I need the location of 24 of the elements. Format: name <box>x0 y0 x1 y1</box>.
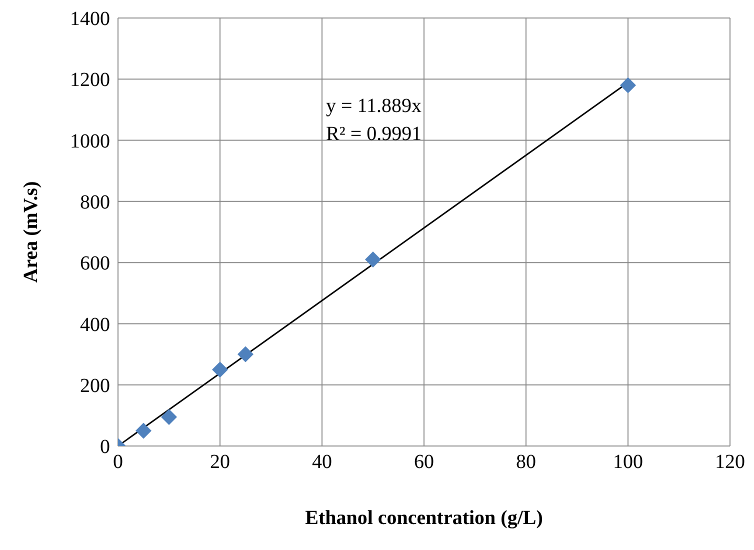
y-tick-label: 0 <box>100 436 110 458</box>
point <box>620 77 636 94</box>
point <box>212 362 228 378</box>
y-tick-label: 400 <box>80 314 110 336</box>
x-tick-label: 40 <box>312 451 332 474</box>
x-tick-label: 100 <box>613 451 643 474</box>
annotation: R² = 0.9991 <box>326 123 422 145</box>
y-tick-label: 200 <box>80 374 110 397</box>
x-tick-label: 20 <box>210 451 230 474</box>
y-tick-label: 1200 <box>70 69 110 92</box>
y-tick-label: 600 <box>80 252 110 275</box>
point <box>161 408 177 425</box>
point <box>238 346 254 362</box>
x-axis-title: Ethanol concentration (g/L) <box>305 507 543 529</box>
y-axis-title: Area (mV.s) <box>20 181 42 283</box>
point <box>365 252 381 268</box>
annotation: y = 11.889x <box>326 95 422 117</box>
x-tick-label: 80 <box>516 451 536 474</box>
point <box>136 422 152 439</box>
y-tick-label: 800 <box>80 192 110 214</box>
y-tick-label: 1400 <box>70 8 110 30</box>
x-tick-label: 60 <box>414 451 434 474</box>
y-tick-label: 1000 <box>70 130 110 152</box>
x-tick-label: 120 <box>715 451 745 474</box>
